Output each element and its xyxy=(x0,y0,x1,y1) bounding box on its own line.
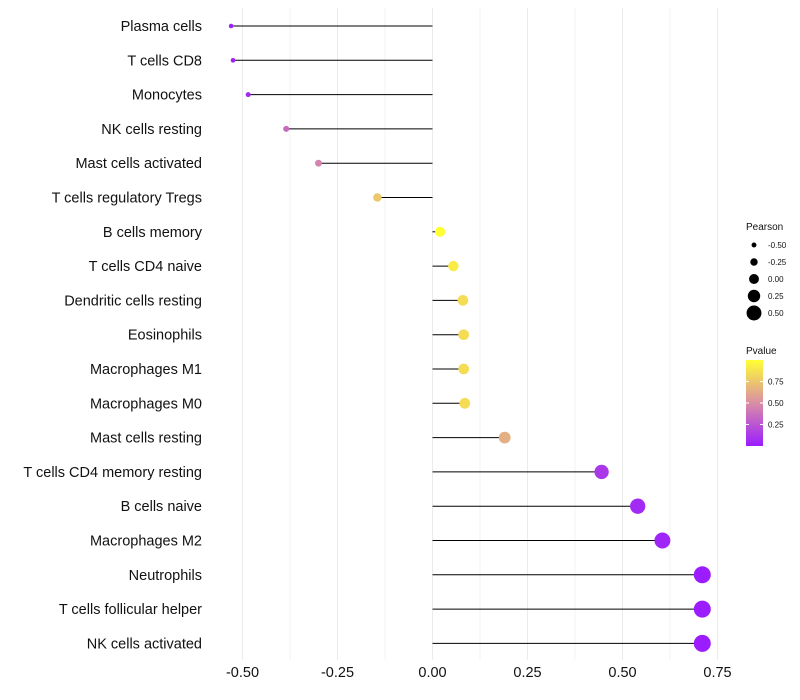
pvalue-legend-title: Pvalue xyxy=(746,346,777,357)
point-neutrophils xyxy=(693,566,711,584)
x-tick-label: -0.25 xyxy=(321,665,354,681)
point-t-cells-follicular-helper xyxy=(693,600,711,618)
category-label-neutrophils: Neutrophils xyxy=(129,568,202,584)
pearson-legend-key xyxy=(747,289,761,303)
category-labels: Plasma cells T cells CD8 Monocytes NK cells… xyxy=(23,19,202,652)
x-tick-label: 0.25 xyxy=(513,665,541,681)
pearson-legend-key xyxy=(750,258,758,266)
category-label-t-cells-regulatory-tregs: T cells regulatory Tregs xyxy=(52,191,202,207)
category-label-t-cells-follicular-helper: T cells follicular helper xyxy=(59,602,202,618)
point-t-cells-cd4-memory-resting xyxy=(594,464,609,480)
point-b-cells-memory xyxy=(435,226,446,237)
category-label-mast-cells-resting: Mast cells resting xyxy=(90,431,202,447)
pearson-size-legend: Pearson -0.50 -0.25 0.00 0.25 0.50 xyxy=(746,222,787,321)
category-label-nk-cells-resting: NK cells resting xyxy=(101,122,202,138)
pvalue-color-legend: Pvalue 0.75 0.50 0.25 xyxy=(746,346,784,446)
category-label-mast-cells-activated: Mast cells activated xyxy=(75,156,202,172)
category-label-b-cells-naive: B cells naive xyxy=(121,499,202,515)
x-tick-labels: -0.50 -0.25 0.00 0.25 0.50 0.75 xyxy=(226,665,732,681)
pearson-legend-key xyxy=(751,242,757,248)
point-t-cells-cd8 xyxy=(230,57,236,63)
point-macrophages-m0 xyxy=(459,397,471,409)
x-tick-label: 0.75 xyxy=(703,665,731,681)
point-macrophages-m1 xyxy=(458,363,470,375)
x-tick-label: 0.00 xyxy=(418,665,446,681)
point-b-cells-naive xyxy=(630,498,646,514)
point-mast-cells-resting xyxy=(498,431,511,444)
category-label-b-cells-memory: B cells memory xyxy=(103,225,203,241)
category-label-t-cells-cd4-memory-resting: T cells CD4 memory resting xyxy=(23,465,202,481)
pearson-legend-label: 0.50 xyxy=(768,309,784,318)
lollipop-points xyxy=(228,23,711,652)
point-dendritic-cells-resting xyxy=(457,295,469,306)
point-mast-cells-activated xyxy=(315,159,322,167)
pvalue-legend-label: 0.50 xyxy=(768,399,784,408)
x-tick-label: 0.50 xyxy=(608,665,636,681)
category-label-eosinophils: Eosinophils xyxy=(128,328,202,344)
category-label-macrophages-m0: Macrophages M0 xyxy=(90,396,202,412)
category-label-macrophages-m1: Macrophages M1 xyxy=(90,362,202,378)
category-label-monocytes: Monocytes xyxy=(132,88,202,104)
point-macrophages-m2 xyxy=(654,532,671,549)
pvalue-legend-label: 0.75 xyxy=(768,378,784,387)
category-label-macrophages-m2: Macrophages M2 xyxy=(90,534,202,550)
point-nk-cells-resting xyxy=(283,125,290,132)
lollipop-stems xyxy=(231,25,703,644)
point-plasma-cells xyxy=(228,23,234,29)
pearson-legend-key xyxy=(746,305,762,321)
pvalue-legend-label: 0.25 xyxy=(768,421,784,430)
point-t-cells-regulatory-tregs xyxy=(373,193,382,202)
category-label-nk-cells-activated: NK cells activated xyxy=(87,636,202,652)
pearson-legend-key xyxy=(749,274,759,284)
pearson-legend-title: Pearson xyxy=(746,222,783,233)
pearson-legend-label: 0.25 xyxy=(768,292,784,301)
category-label-dendritic-cells-resting: Dendritic cells resting xyxy=(64,293,202,309)
point-eosinophils xyxy=(458,329,470,341)
category-label-plasma-cells: Plasma cells xyxy=(121,19,202,35)
point-t-cells-cd4-naive xyxy=(448,260,459,272)
pearson-legend-label: -0.50 xyxy=(768,241,787,250)
category-label-t-cells-cd8: T cells CD8 xyxy=(127,53,202,69)
pearson-legend-label: 0.00 xyxy=(768,275,784,284)
point-nk-cells-activated xyxy=(693,634,711,652)
point-monocytes xyxy=(245,92,251,98)
pearson-legend-label: -0.25 xyxy=(768,258,787,267)
x-tick-label: -0.50 xyxy=(226,665,259,681)
grid-lines xyxy=(242,8,718,660)
category-label-t-cells-cd4-naive: T cells CD4 naive xyxy=(89,259,202,275)
pvalue-colorbar xyxy=(746,360,763,446)
